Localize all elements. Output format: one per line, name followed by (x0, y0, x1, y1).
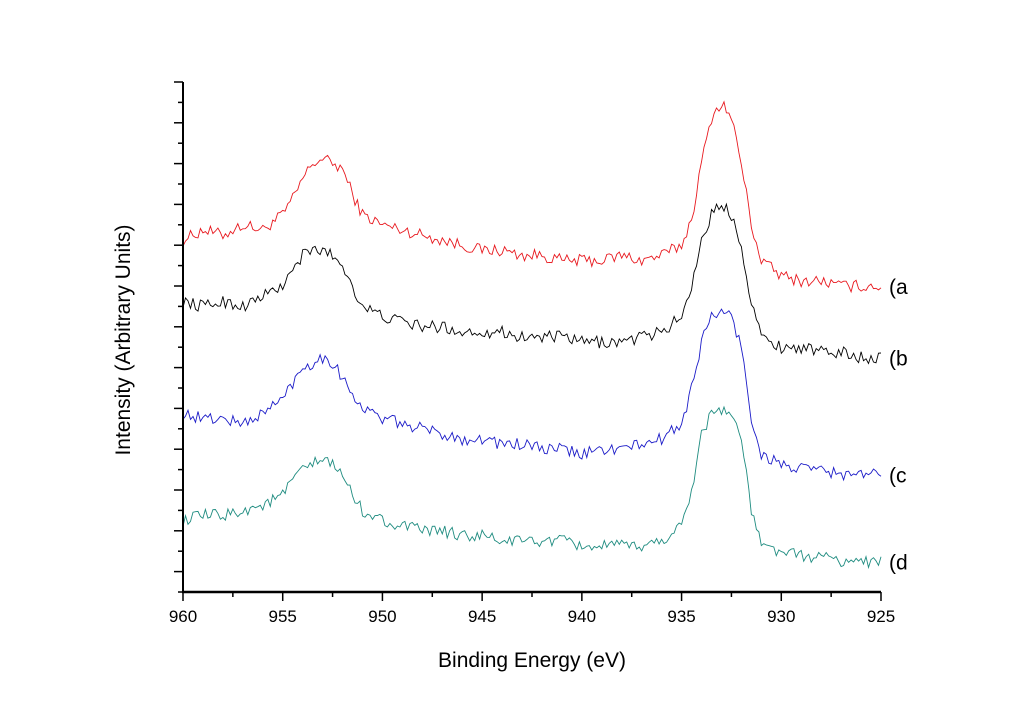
x-tick-label: 940 (568, 607, 596, 626)
y-ticks (174, 81, 183, 593)
x-tick-label: 945 (468, 607, 496, 626)
series-line-b (182, 202, 882, 365)
x-tick-label: 960 (169, 607, 197, 626)
series-label-d: (d (889, 551, 908, 574)
x-tick-label: 925 (867, 607, 895, 626)
x-axis-title: Binding Energy (eV) (438, 649, 626, 672)
series-label-a: (a (889, 276, 908, 299)
y-axis-title: Intensity (Arbitrary Units) (112, 224, 135, 455)
x-tick-label: 950 (368, 607, 396, 626)
series-label-c: (c (889, 465, 907, 488)
x-tick-labels: 960 955 950 945 940 935 930 925 (169, 607, 895, 626)
series-labels: (a (b (c (d (889, 276, 908, 574)
x-tick-label: 930 (767, 607, 795, 626)
x-ticks (182, 592, 882, 601)
series-group (182, 100, 882, 570)
series-label-b: (b (889, 347, 908, 370)
x-tick-label: 955 (269, 607, 297, 626)
series-line-a (182, 100, 882, 294)
axes (182, 82, 881, 594)
series-line-c (182, 308, 882, 482)
x-tick-label: 935 (667, 607, 695, 626)
series-line-d (182, 405, 882, 570)
